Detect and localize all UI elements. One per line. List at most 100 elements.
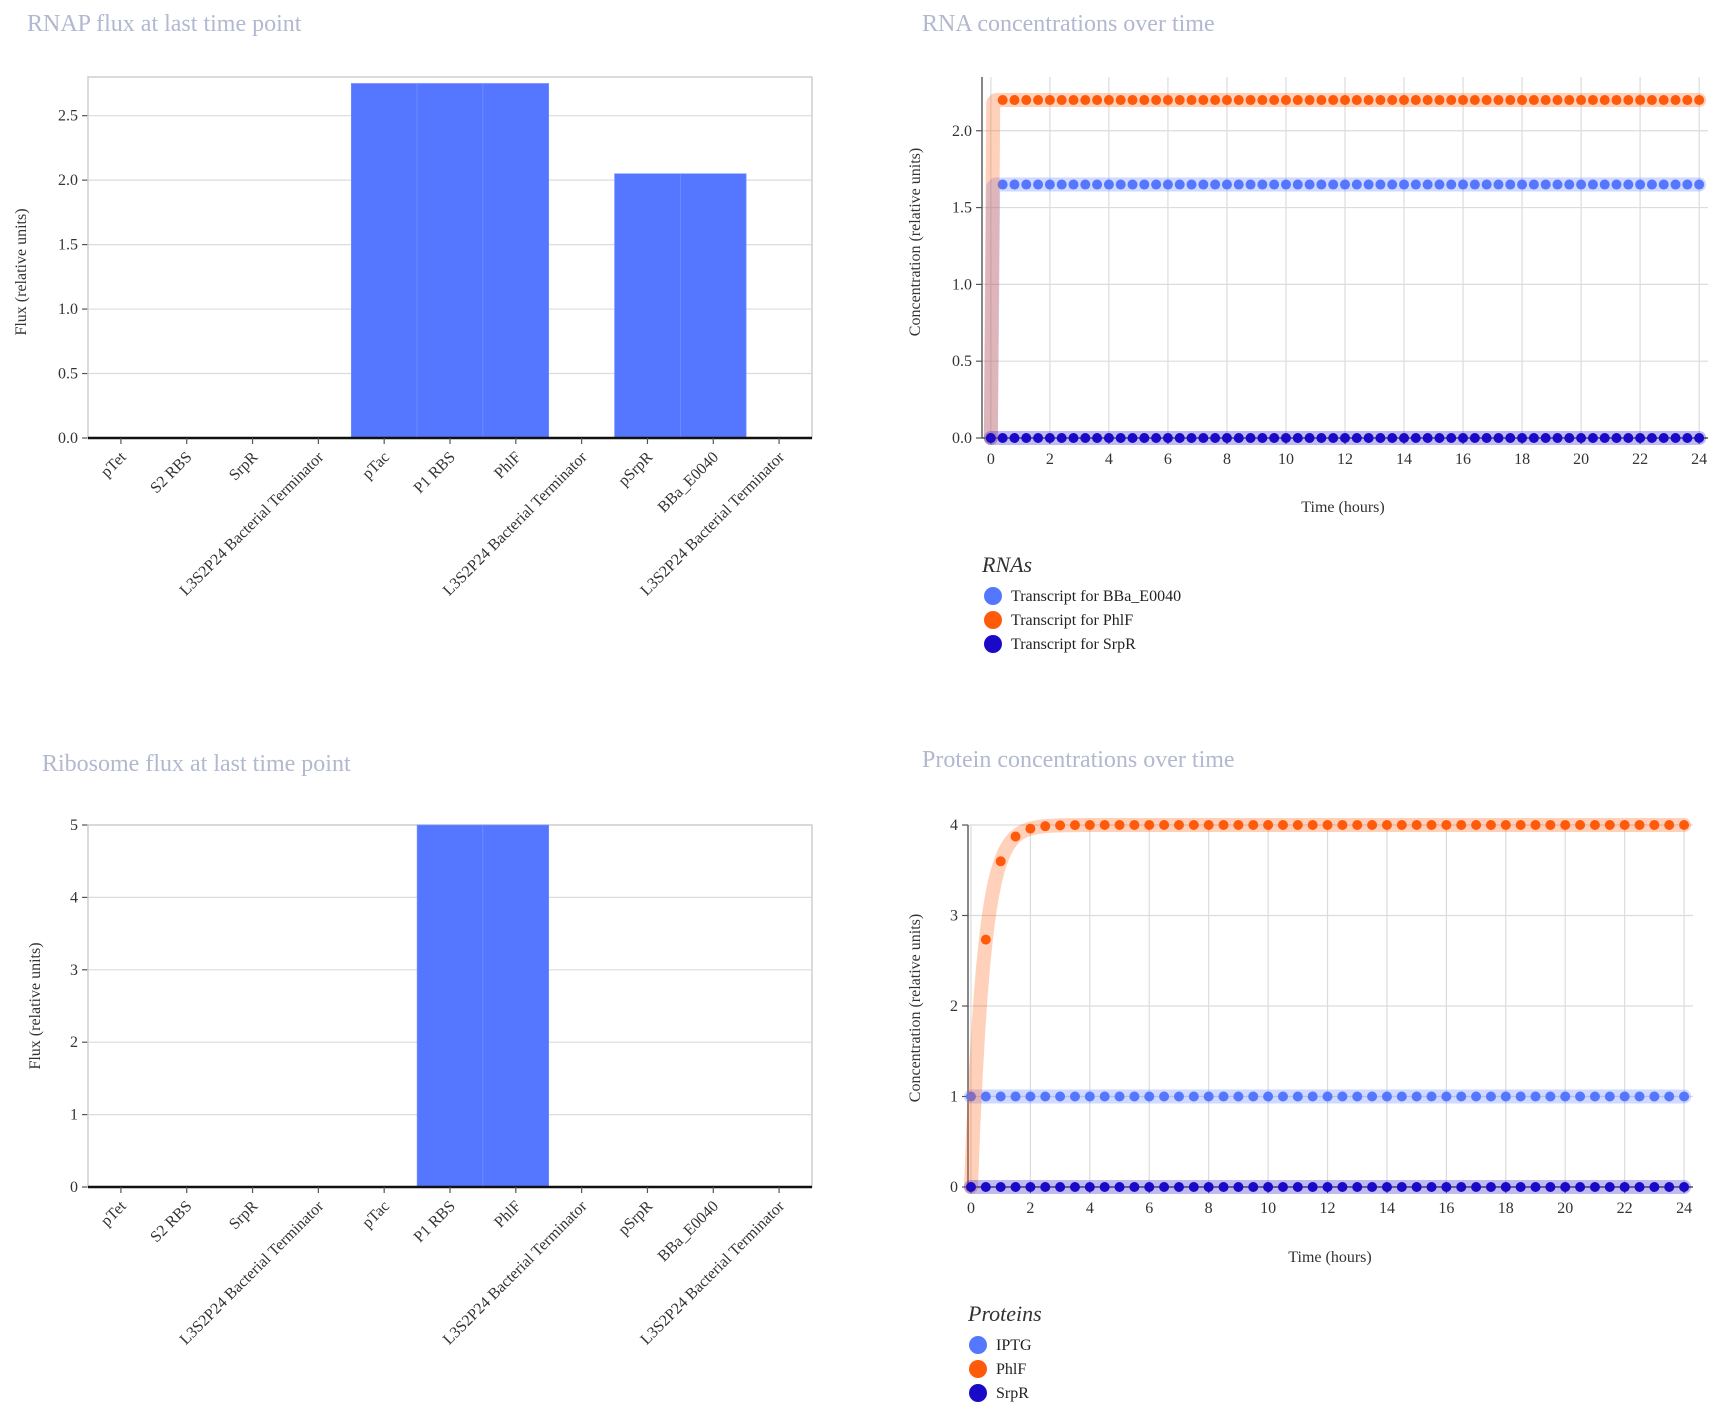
data-point [1575,1091,1586,1102]
y-axis-title: Concentration (relative units) [907,148,924,336]
data-point [1099,1182,1110,1192]
chart-title: RNA concentrations over time [922,11,1215,37]
data-point [1188,820,1199,830]
data-point [1587,179,1598,190]
data-point [1340,179,1350,190]
data-point [1307,1091,1318,1102]
data-point [997,433,1008,443]
x-tick-label: S2 RBS [147,1198,195,1246]
data-point [1257,433,1268,443]
bar [350,83,418,439]
data-point [1245,433,1256,443]
data-point [1025,1182,1036,1192]
data-point [1188,1091,1199,1102]
data-point [1367,1182,1378,1192]
data-point [1658,95,1669,106]
data-point [1245,179,1256,190]
legend-label: Transcript for BBa_E0040 [1011,588,1181,605]
chart-title: Protein concentrations over time [922,747,1235,773]
data-point [1322,1091,1333,1102]
legend-label: IPTG [996,1337,1032,1354]
data-point [1144,1091,1155,1102]
y-tick-label: 1 [950,1089,958,1106]
data-point [1619,1182,1630,1192]
data-point [1545,1182,1556,1192]
data-point [1545,1091,1556,1102]
data-point [1649,820,1660,830]
data-point [1337,1091,1348,1102]
data-point [1198,433,1209,443]
data-point [1540,95,1551,106]
data-point [1670,95,1681,106]
x-tick-label: 14 [1379,1200,1395,1217]
data-point [1221,95,1232,106]
data-point [1010,831,1021,842]
data-point [1375,433,1386,443]
data-point [1694,433,1705,443]
data-point [1218,1091,1229,1102]
data-point [1056,179,1067,190]
data-point [1363,179,1374,190]
data-point [1322,1182,1333,1192]
data-point [1399,95,1410,106]
data-point [1025,1091,1036,1102]
y-tick-label: 0.5 [58,366,78,383]
legend-label: PhlF [996,1361,1026,1378]
data-point [1103,433,1114,443]
data-point [1493,179,1504,190]
data-point [1316,179,1327,190]
x-tick-label: 22 [1617,1200,1633,1217]
data-point [1387,433,1398,443]
y-tick-label: 1.0 [952,276,972,293]
legend-swatch [984,611,1002,629]
x-tick-label: 22 [1632,451,1648,468]
data-point [1033,433,1044,443]
data-point [1410,179,1421,190]
data-point [1575,820,1586,830]
data-point [1646,433,1657,443]
data-point [1540,433,1551,443]
data-point [1635,433,1646,443]
data-point [1221,433,1232,443]
data-point [1599,179,1610,190]
data-point [1635,179,1646,190]
data-point [1381,1091,1392,1102]
data-point [1162,433,1173,443]
data-point [1021,179,1032,190]
data-point [1564,433,1575,443]
data-point [1530,820,1541,830]
data-point [1485,1182,1496,1192]
x-tick-label: 6 [1164,451,1172,468]
data-point [1560,820,1571,830]
data-point [1352,1091,1363,1102]
data-point [1599,433,1610,443]
data-point [1316,433,1327,443]
data-point [1188,1182,1199,1192]
data-point [1434,433,1445,443]
data-point [1481,179,1492,190]
data-point [1173,820,1184,831]
y-tick-label: 0.5 [952,353,972,370]
data-point [1528,433,1539,443]
data-point [980,934,991,945]
data-point [1277,820,1288,830]
data-point [1084,820,1095,831]
y-tick-label: 1.5 [58,237,78,254]
data-point [1410,95,1421,106]
data-point [1611,433,1622,443]
data-point [1033,95,1044,106]
data-point [1316,95,1327,106]
data-point [1679,1091,1690,1102]
data-point [1248,1182,1259,1192]
data-point [1144,820,1155,831]
data-point [1375,179,1386,190]
data-point [1530,1182,1541,1192]
y-tick-label: 2 [70,1034,78,1051]
data-point [1634,820,1645,830]
data-point [1634,1182,1645,1192]
data-point [1471,820,1482,830]
data-point [1068,179,1079,190]
x-tick-label: L3S2P24 Bacterial Terminator [440,1197,591,1348]
x-tick-label: 6 [1145,1200,1153,1217]
data-point [1248,820,1259,830]
